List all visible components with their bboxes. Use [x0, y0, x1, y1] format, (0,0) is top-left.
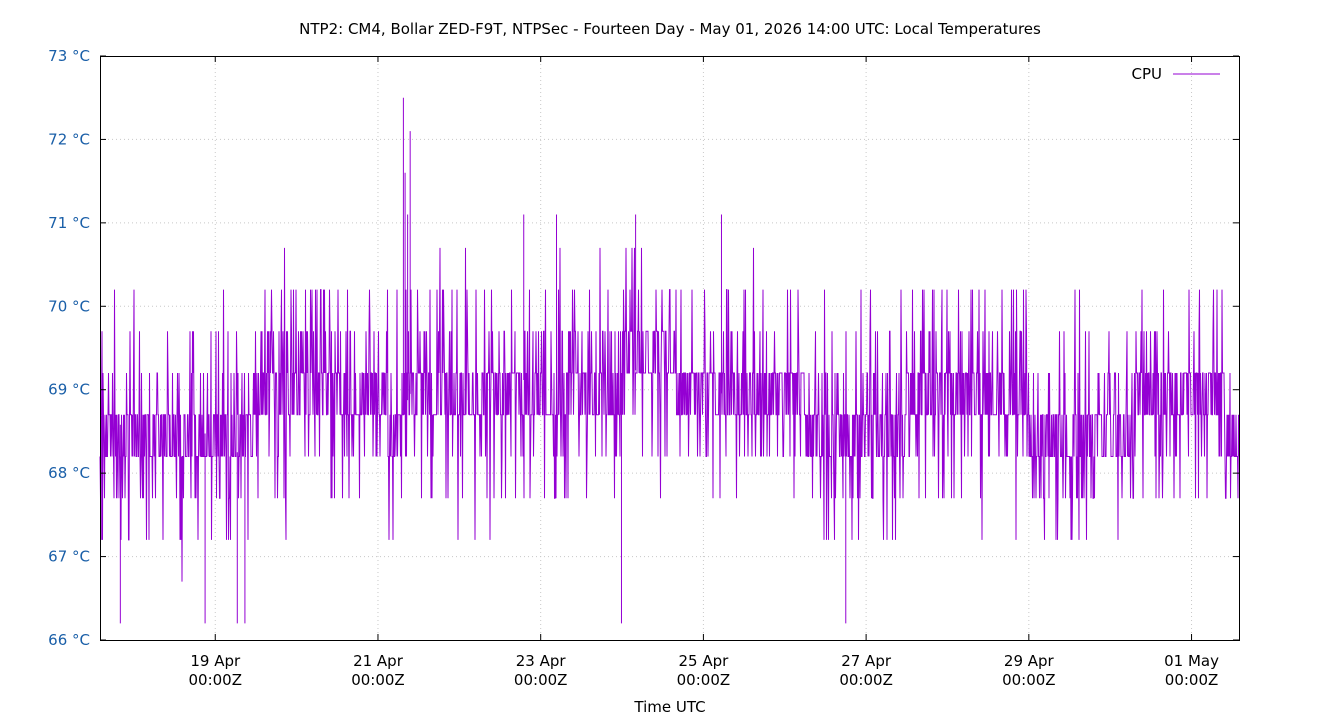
- y-tick-label: 67 °C: [48, 548, 90, 566]
- x-tick-label-date: 25 Apr: [678, 652, 729, 670]
- legend: CPU: [1132, 65, 1220, 83]
- y-tick-label: 72 °C: [48, 130, 90, 148]
- x-tick-label-date: 27 Apr: [841, 652, 892, 670]
- x-tick-label-time: 00:00Z: [677, 671, 731, 689]
- x-tick-label-time: 00:00Z: [351, 671, 405, 689]
- x-tick-label-time: 00:00Z: [188, 671, 242, 689]
- y-tick-label: 71 °C: [48, 214, 90, 232]
- x-tick-label-time: 00:00Z: [839, 671, 893, 689]
- axes: 73 °C 72 °C 71 °C 70 °C 69 °C 68 °C 67 °C 66 °C…: [48, 47, 1239, 689]
- x-tick-label-time: 00:00Z: [514, 671, 568, 689]
- y-tick-label: 68 °C: [48, 464, 90, 482]
- x-axis-label: Time UTC: [633, 698, 705, 716]
- plot-frame: [100, 56, 1240, 641]
- series-cpu-line: [99, 97, 1240, 624]
- series-cpu-path: [99, 247, 1240, 582]
- legend-label-cpu: CPU: [1132, 65, 1163, 83]
- y-tick-label: 66 °C: [48, 631, 90, 649]
- x-tick-label-date: 01 May: [1164, 652, 1219, 670]
- x-tick-label-time: 00:00Z: [1165, 671, 1219, 689]
- chart-title: NTP2: CM4, Bollar ZED-F9T, NTPSec - Four…: [299, 20, 1041, 38]
- y-tick-label: 73 °C: [48, 47, 90, 65]
- x-tick-label-date: 21 Apr: [353, 652, 404, 670]
- x-tick-label-time: 00:00Z: [1002, 671, 1056, 689]
- x-tick-label-date: 19 Apr: [190, 652, 241, 670]
- x-tick-label-date: 23 Apr: [516, 652, 567, 670]
- y-tick-label: 69 °C: [48, 381, 90, 399]
- y-tick-label: 70 °C: [48, 297, 90, 315]
- x-tick-label-date: 29 Apr: [1004, 652, 1055, 670]
